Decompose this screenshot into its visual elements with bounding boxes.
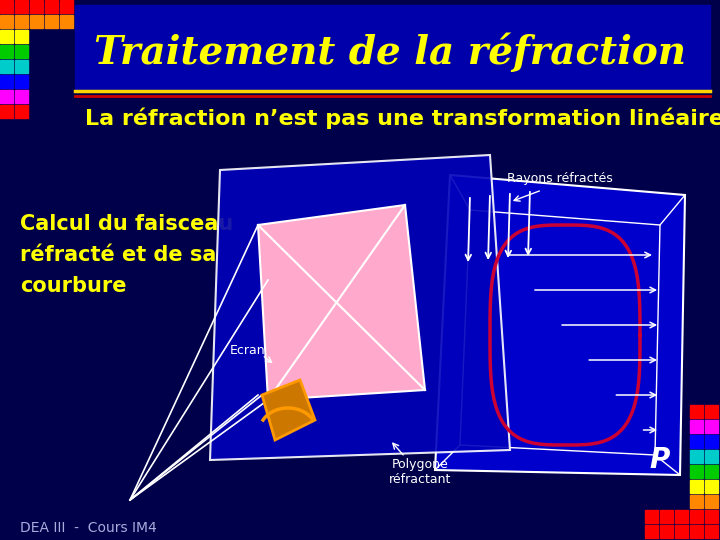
Text: La réfraction n’est pas une transformation linéaire: La réfraction n’est pas une transformati… bbox=[85, 107, 720, 129]
Bar bbox=[60, 0, 73, 13]
Bar bbox=[705, 465, 718, 478]
Bar bbox=[675, 525, 688, 538]
Bar bbox=[0, 30, 13, 43]
Bar bbox=[645, 525, 658, 538]
Text: Traitement de la réfraction: Traitement de la réfraction bbox=[94, 32, 686, 72]
Bar bbox=[15, 15, 28, 28]
Bar bbox=[660, 525, 673, 538]
Text: P: P bbox=[650, 446, 670, 474]
Bar bbox=[690, 525, 703, 538]
Bar bbox=[15, 75, 28, 88]
Polygon shape bbox=[435, 175, 685, 475]
Bar bbox=[645, 510, 658, 523]
Bar bbox=[0, 60, 13, 73]
Bar bbox=[0, 90, 13, 103]
Text: DEA III  -  Cours IM4: DEA III - Cours IM4 bbox=[20, 521, 157, 535]
Polygon shape bbox=[258, 205, 425, 400]
Bar bbox=[690, 435, 703, 448]
Bar bbox=[705, 450, 718, 463]
Bar bbox=[690, 510, 703, 523]
Bar bbox=[690, 420, 703, 433]
Text: Rayons réfractés: Rayons réfractés bbox=[507, 172, 613, 185]
Bar bbox=[690, 480, 703, 493]
Bar bbox=[15, 0, 28, 13]
Bar bbox=[45, 0, 58, 13]
Polygon shape bbox=[262, 380, 315, 440]
Bar bbox=[0, 15, 13, 28]
Bar bbox=[705, 495, 718, 508]
Bar bbox=[0, 45, 13, 58]
Bar bbox=[660, 510, 673, 523]
Bar bbox=[15, 30, 28, 43]
Bar bbox=[15, 60, 28, 73]
Bar bbox=[0, 0, 13, 13]
Bar bbox=[30, 0, 43, 13]
Bar bbox=[675, 510, 688, 523]
Bar bbox=[15, 90, 28, 103]
Bar bbox=[705, 480, 718, 493]
Bar bbox=[705, 510, 718, 523]
Bar bbox=[15, 45, 28, 58]
Bar bbox=[705, 525, 718, 538]
Bar bbox=[0, 105, 13, 118]
Bar bbox=[690, 405, 703, 418]
Text: Calcul du faisceau
réfracté et de sa
courbure: Calcul du faisceau réfracté et de sa cou… bbox=[20, 214, 233, 296]
Bar bbox=[690, 495, 703, 508]
Bar bbox=[30, 15, 43, 28]
Polygon shape bbox=[210, 155, 510, 460]
Bar bbox=[705, 435, 718, 448]
Bar bbox=[45, 15, 58, 28]
Bar bbox=[75, 5, 710, 90]
Text: Polygone
réfractant: Polygone réfractant bbox=[389, 458, 451, 486]
Polygon shape bbox=[460, 210, 660, 455]
Bar bbox=[15, 105, 28, 118]
Bar bbox=[690, 465, 703, 478]
Bar bbox=[705, 405, 718, 418]
Text: Ecran: Ecran bbox=[230, 343, 266, 356]
Bar bbox=[60, 15, 73, 28]
Bar bbox=[705, 420, 718, 433]
Bar bbox=[690, 450, 703, 463]
Bar bbox=[0, 75, 13, 88]
